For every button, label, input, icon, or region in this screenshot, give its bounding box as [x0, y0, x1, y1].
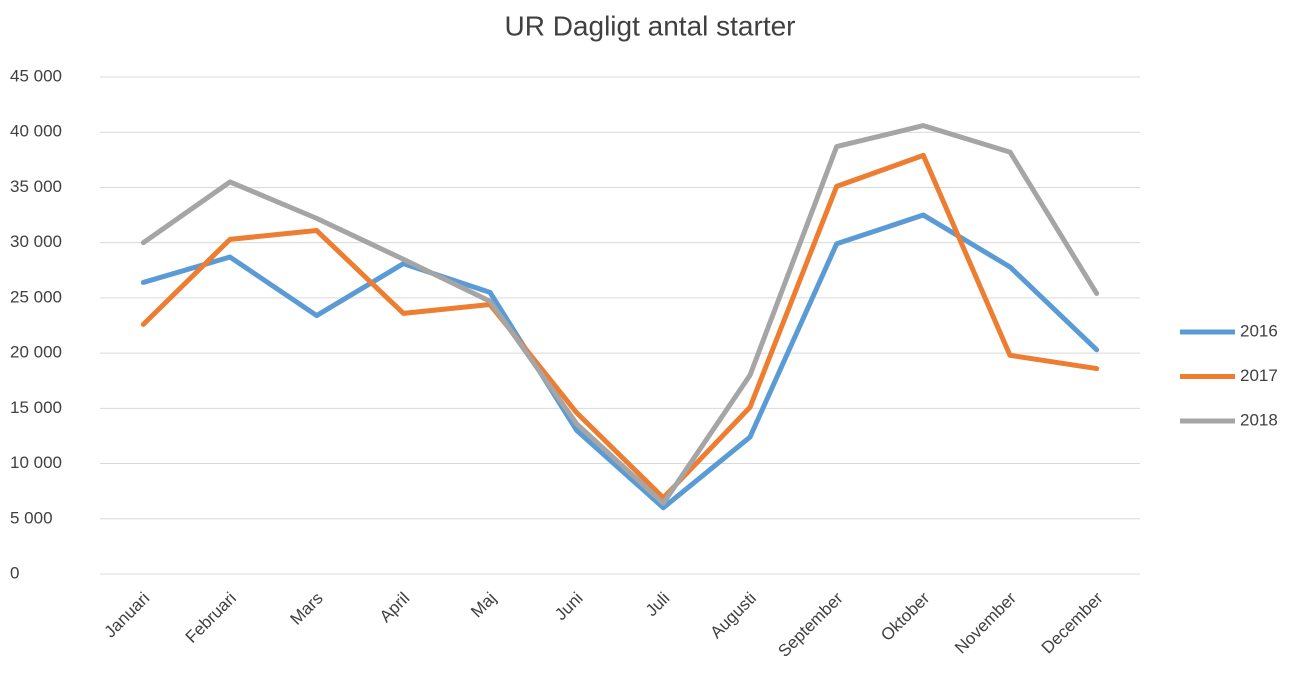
line: [140, 212, 1100, 511]
legend-label: 2017: [1240, 366, 1278, 385]
x-tick-label: Oktober: [877, 588, 933, 644]
chart-title: UR Dagligt antal starter: [504, 10, 795, 41]
x-tick-label: December: [1038, 588, 1107, 657]
line: [140, 152, 1100, 501]
y-tick-label: 0: [10, 563, 19, 582]
y-tick-label: 45 000: [10, 66, 62, 85]
x-tick-label: Maj: [467, 589, 500, 622]
line: [140, 123, 1100, 506]
legend-label: 2018: [1240, 410, 1278, 429]
y-tick-label: 30 000: [10, 232, 62, 251]
x-tick-label: November: [951, 588, 1020, 657]
x-tick-label: Juni: [551, 589, 586, 624]
y-tick-label: 15 000: [10, 398, 62, 417]
y-tick-label: 25 000: [10, 287, 62, 306]
y-tick-label: 5 000: [10, 508, 53, 527]
x-tick-label: Augusti: [706, 589, 760, 643]
x-tick-label: September: [774, 588, 846, 660]
legend-label: 2016: [1240, 321, 1278, 340]
x-tick-label: Januari: [100, 589, 153, 642]
y-tick-label: 40 000: [10, 122, 62, 141]
x-tick-label: Februari: [182, 589, 240, 647]
y-tick-label: 35 000: [10, 177, 62, 196]
x-tick-label: Juli: [642, 589, 673, 620]
y-tick-label: 20 000: [10, 343, 62, 362]
y-tick-label: 10 000: [10, 453, 62, 472]
x-tick-label: April: [376, 589, 413, 626]
x-tick-label: Mars: [287, 589, 327, 629]
